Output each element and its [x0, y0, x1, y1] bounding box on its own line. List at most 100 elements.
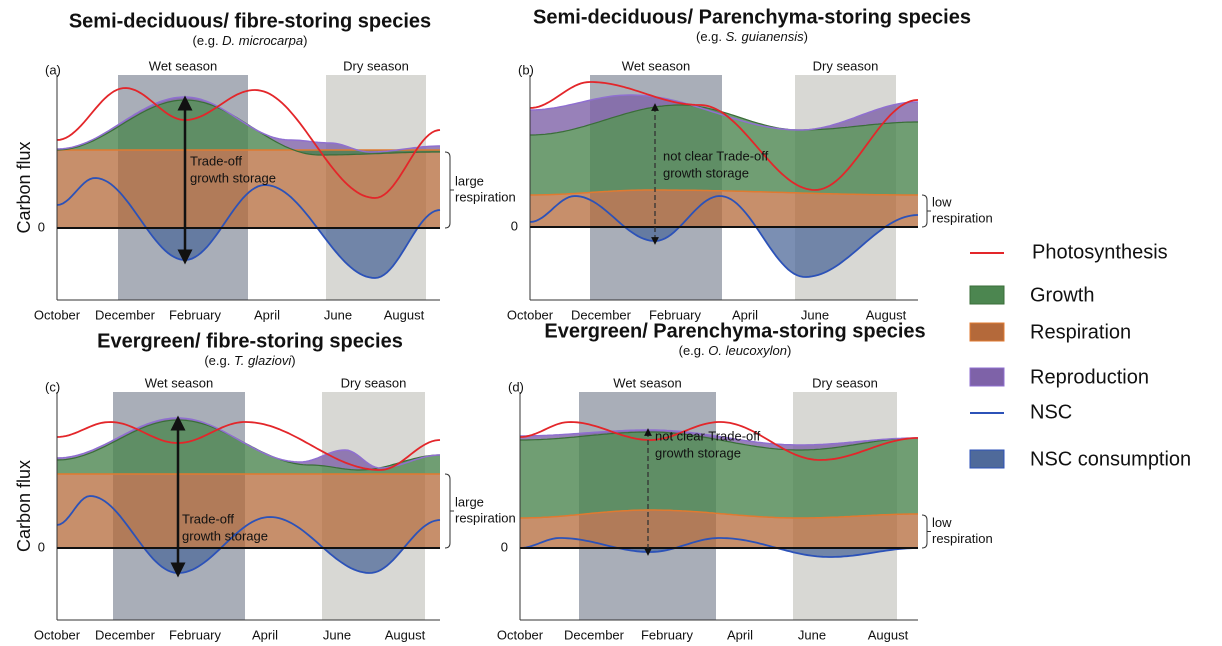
month-label: February — [169, 627, 222, 642]
month-label: December — [95, 627, 156, 642]
month-label: February — [169, 307, 222, 322]
zero-label: 0 — [38, 539, 45, 554]
growth-line — [520, 431, 918, 451]
month-label: June — [801, 307, 829, 322]
zero-label: 0 — [38, 219, 45, 234]
side-note: respiration — [932, 531, 993, 546]
bracket — [921, 194, 928, 228]
annotation: not clear Trade-off — [655, 428, 761, 443]
zero-label: 0 — [511, 218, 518, 233]
legend-label: Photosynthesis — [1032, 241, 1168, 263]
month-label: October — [497, 627, 544, 642]
side-note: large — [455, 173, 484, 188]
side-note: respiration — [455, 510, 516, 525]
annotation: growth storage — [190, 170, 276, 185]
annotation: Trade-off — [190, 153, 242, 168]
panel-example: (e.g. D. microcarpa) — [193, 33, 308, 48]
side-note: low — [932, 194, 952, 209]
month-label: June — [323, 627, 351, 642]
wet-season-label: Wet season — [613, 375, 681, 390]
example-part: ) — [291, 353, 295, 368]
wet-season-label: Wet season — [149, 58, 217, 73]
dry-season-label: Dry season — [343, 58, 409, 73]
bracket — [444, 151, 451, 229]
reproduction-line — [520, 429, 918, 446]
dry-season-label: Dry season — [341, 375, 407, 390]
nsc-consumption-area — [530, 227, 918, 277]
reproduction-area — [57, 418, 440, 470]
month-label: December — [571, 307, 632, 322]
example-part: (e.g. — [696, 29, 726, 44]
panel-title: Semi-deciduous/ Parenchyma-storing speci… — [533, 6, 971, 28]
nsc-consumption-area — [57, 228, 440, 278]
legend-swatch — [969, 449, 1005, 469]
reproduction-line — [530, 94, 918, 131]
annotation: Trade-off — [182, 511, 234, 526]
example-part: (e.g. — [204, 353, 234, 368]
wet-season-label: Wet season — [622, 58, 690, 73]
panel-label: (d) — [508, 379, 524, 394]
legend-label: NSC — [1030, 401, 1072, 423]
month-label: August — [866, 307, 907, 322]
panel-example: (e.g. T. glaziovi) — [204, 353, 295, 368]
photosynthesis-line — [56, 421, 441, 471]
panel-label: (b) — [518, 62, 534, 77]
side-note: large — [455, 494, 484, 509]
month-label: June — [798, 627, 826, 642]
legend-label: Respiration — [1030, 321, 1131, 343]
month-label: December — [564, 627, 625, 642]
y-axis-label: Carbon flux — [14, 460, 34, 552]
bracket — [921, 514, 928, 549]
month-label: August — [384, 307, 425, 322]
panel-title: Evergreen/ fibre-storing species — [97, 330, 403, 352]
photosynthesis-line — [519, 421, 918, 461]
legend-label: Growth — [1030, 284, 1094, 306]
month-label: August — [385, 627, 426, 642]
respiration-area — [57, 474, 440, 548]
month-label: February — [641, 627, 694, 642]
growth-area — [57, 420, 440, 474]
nsc-consumption-area — [57, 548, 440, 573]
respiration-area — [520, 510, 918, 548]
annotation: growth storage — [182, 528, 268, 543]
side-note: respiration — [932, 210, 993, 225]
month-label: April — [732, 307, 758, 322]
zero-label: 0 — [501, 539, 508, 554]
month-label: October — [34, 307, 81, 322]
month-label: April — [252, 627, 278, 642]
reproduction-area — [530, 95, 918, 135]
example-part: O. leucoxylon — [708, 343, 787, 358]
month-label: August — [868, 627, 909, 642]
example-part: S. guianensis — [726, 29, 805, 44]
legend-label: Reproduction — [1030, 366, 1149, 388]
respiration-line — [520, 509, 918, 519]
example-part: (e.g. — [679, 343, 709, 358]
panel-title: Evergreen/ Parenchyma-storing species — [544, 320, 925, 342]
growth-area — [530, 105, 918, 195]
nsc-consumption-area — [520, 548, 918, 557]
month-label: April — [727, 627, 753, 642]
panel-example: (e.g. S. guianensis) — [696, 29, 808, 44]
legend-swatch — [969, 322, 1005, 342]
month-label: April — [254, 307, 280, 322]
example-part: T. glaziovi — [234, 353, 292, 368]
panel-label: (a) — [45, 62, 61, 77]
example-part: ) — [787, 343, 791, 358]
month-label: December — [95, 307, 156, 322]
growth-area — [57, 100, 440, 155]
example-part: D. microcarpa — [222, 33, 303, 48]
photosynthesis-line — [529, 81, 918, 191]
example-part: (e.g. — [193, 33, 223, 48]
respiration-area — [57, 150, 440, 228]
legend-label: NSC consumption — [1030, 448, 1191, 470]
reproduction-line — [56, 96, 440, 153]
month-label: June — [324, 307, 352, 322]
growth-line — [530, 104, 918, 136]
annotation: growth storage — [655, 445, 741, 460]
month-label: October — [34, 627, 81, 642]
dry-season-label: Dry season — [812, 375, 878, 390]
dry-season-label: Dry season — [813, 58, 879, 73]
example-part: ) — [303, 33, 307, 48]
annotation: not clear Trade-off — [663, 148, 769, 163]
